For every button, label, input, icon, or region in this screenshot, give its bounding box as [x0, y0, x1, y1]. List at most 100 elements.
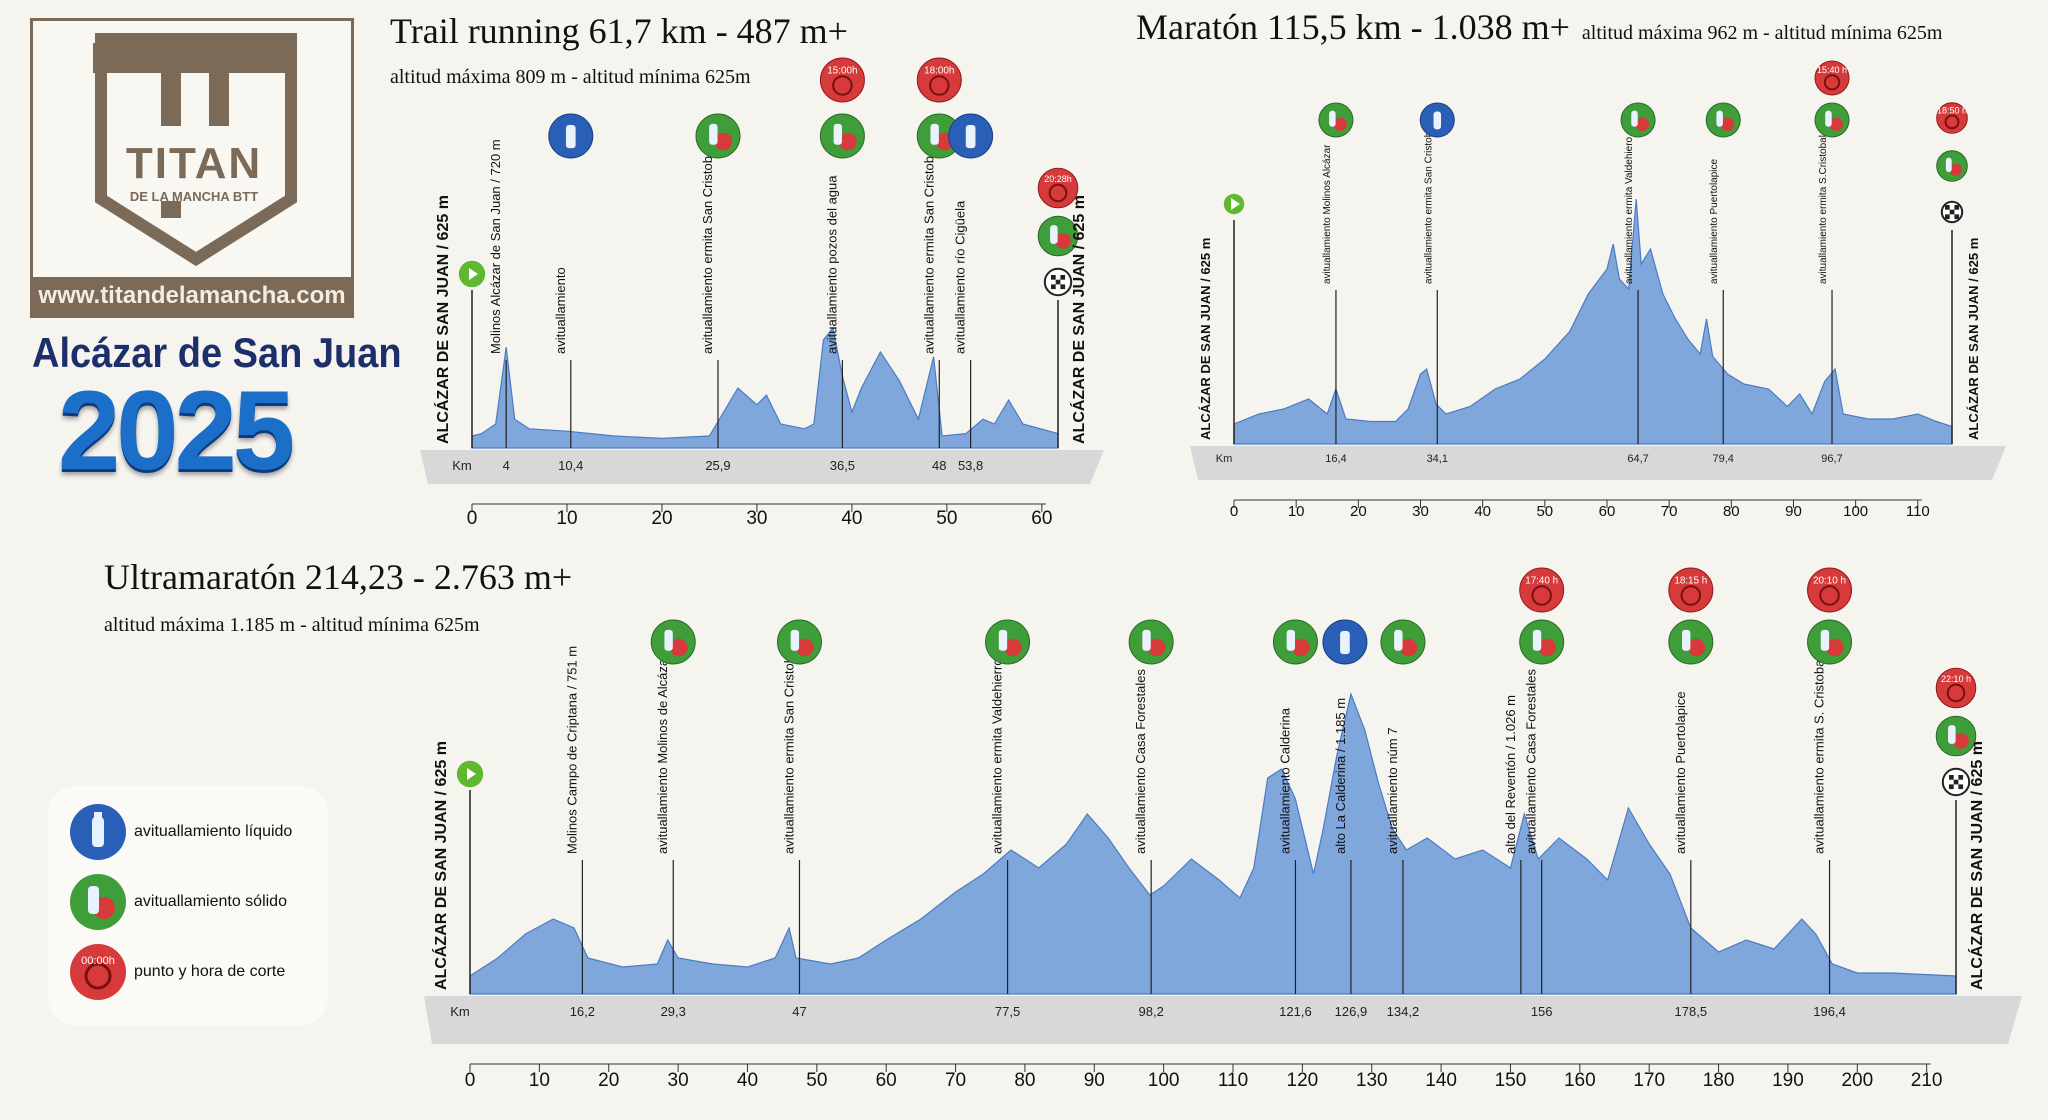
start-label: ALCÁZAR DE SAN JUAN / 625 m [431, 741, 450, 990]
legend-item-liquid: avituallamiento líquido [68, 802, 292, 862]
waypoint-solid-icon [985, 619, 1031, 665]
waypoint-solid-icon [650, 619, 696, 665]
marathon-title: Maratón 115,5 km - 1.038 m+ [1136, 7, 1570, 47]
start-label: ALCÁZAR DE SAN JUAN / 625 m [1198, 238, 1213, 440]
finish-flag-icon [1940, 200, 1964, 224]
km-unit-label: Km [450, 1004, 470, 1019]
waypoint-label: avituallamiento ermita San Cristobal [921, 146, 936, 354]
checker-square [1055, 279, 1061, 285]
waypoint-km-label: 178,5 [1675, 1004, 1708, 1019]
waypoint-liquid-icon [548, 113, 594, 159]
x-tick-label: 60 [1599, 503, 1616, 520]
waypoint-solid-icon [1705, 102, 1741, 138]
x-tick-label: 10 [529, 1070, 550, 1091]
x-tick-label: 70 [945, 1070, 966, 1091]
waypoint-solid-icon [1814, 102, 1850, 138]
checker-square [1060, 275, 1066, 280]
x-tick-label: 60 [876, 1070, 897, 1091]
trail-title: Trail running 61,7 km - 487 m+ [390, 11, 848, 51]
stopwatch-icon [1037, 167, 1079, 209]
waypoint-cut-icon: 15:00h [819, 57, 865, 103]
apple-shape [1538, 638, 1556, 657]
waypoint-km-label: 4 [503, 458, 510, 473]
finish-solid-icon [1037, 215, 1079, 257]
bottle-shape [1329, 110, 1336, 127]
x-tick-label: 180 [1703, 1070, 1735, 1091]
waypoint-label: avituallamiento ermita San Cristobal [1423, 124, 1434, 284]
x-tick-label: 20 [651, 508, 672, 529]
stopwatch-icon [1519, 567, 1565, 613]
km-unit-label: Km [1216, 453, 1233, 465]
waypoint-cut-icon: 18:00h [916, 57, 962, 103]
stopwatch-dial [1048, 183, 1068, 203]
play-triangle [1231, 198, 1240, 210]
marathon-subtitle: altitud máxima 962 m - altitud mínima 62… [1581, 22, 1943, 44]
stopwatch-dial [1531, 585, 1552, 606]
bottle-shape [1825, 110, 1832, 127]
x-tick-label: 50 [806, 1070, 827, 1091]
checker-square [1954, 205, 1960, 210]
x-tick-label: 50 [936, 508, 957, 529]
logo-url[interactable]: www.titandelamancha.com [33, 277, 351, 315]
start-label: ALCÁZAR DE SAN JUAN / 625 m [433, 195, 452, 444]
x-tick-label: 100 [1843, 503, 1868, 520]
checker-square [1060, 284, 1066, 290]
bottle-shape [998, 629, 1008, 651]
x-tick-label: 0 [467, 508, 478, 529]
finish-solid-icon [1936, 150, 1968, 182]
trail-subtitle: altitud máxima 809 m - altitud mínima 62… [390, 66, 751, 88]
x-tick-label: 90 [1084, 1070, 1105, 1091]
checker-square [1945, 205, 1950, 210]
waypoint-label: avituallamiento ermita S.Cristobal [1818, 135, 1829, 284]
waypoint-km-label: 79,4 [1713, 453, 1734, 465]
finish-solid-icon [1935, 715, 1977, 757]
waypoint-km-label: 134,2 [1387, 1004, 1420, 1019]
apple-shape [1953, 733, 1969, 749]
apple-shape [1055, 233, 1071, 249]
waypoint-label: avituallamiento Puertolapice [1673, 691, 1688, 854]
stopwatch-icon [1936, 102, 1968, 134]
waypoint-solid-icon [1380, 619, 1426, 665]
x-tick-label: 160 [1564, 1070, 1596, 1091]
apple-shape [1004, 638, 1022, 657]
x-tick-label: 90 [1785, 503, 1802, 520]
ultra-subtitle: altitud máxima 1.185 m - altitud mínima … [104, 614, 480, 636]
checker-square [1949, 784, 1954, 790]
apple-shape [1687, 638, 1706, 657]
x-tick-label: 140 [1425, 1070, 1457, 1091]
bottle-shape [1340, 631, 1350, 655]
cut-time-label: 20:10 h [1813, 575, 1846, 586]
ultra-title: Ultramaratón 214,23 - 2.763 m+ [104, 557, 573, 597]
waypoint-label: avituallamiento núm 7 [1385, 728, 1400, 854]
elevation-profile-area [471, 326, 1059, 449]
legend-label-cut: punto y hora de corte [134, 963, 286, 980]
checker-square [1949, 209, 1955, 215]
checker-square [1051, 284, 1056, 290]
finish-label: ALCÁZAR DE SAN JUAN / 625 m [1967, 741, 1986, 990]
bottle-shape [1286, 629, 1295, 651]
waypoint-km-label: 156 [1531, 1004, 1553, 1019]
bottle-apple-icon [70, 874, 126, 930]
waypoint-label: Molinos Campo de Criptana / 751 m [564, 646, 579, 854]
stopwatch-dial [1680, 585, 1702, 606]
bottle-shape [1394, 629, 1403, 651]
bottle-shape [1050, 225, 1058, 244]
apple-shape [796, 638, 814, 657]
waypoint-label: alto La Calderina / 1.185 m [1333, 698, 1348, 854]
waypoint-cut-icon: 20:10 h [1807, 567, 1853, 613]
waypoint-label: avituallamiento pozos del agua [824, 175, 839, 354]
waypoint-solid-icon [1318, 102, 1354, 138]
apple-shape [839, 132, 857, 151]
shield-logo-icon [93, 33, 297, 267]
apple-shape [1720, 117, 1735, 132]
waypoint-km-label: 34,1 [1427, 453, 1448, 465]
profile-base-strip [420, 450, 1104, 484]
stopwatch-icon [1668, 567, 1714, 613]
waypoint-km-label: 121,6 [1279, 1004, 1312, 1019]
bottle-shape [1716, 110, 1723, 127]
x-tick-label: 210 [1911, 1070, 1943, 1091]
stopwatch-icon [916, 57, 962, 103]
finish-cut-icon: 22:10 h [1935, 667, 1977, 709]
finish-label: ALCÁZAR DE SAN JUAN / 625 m [1069, 195, 1088, 444]
marathon-title-row: Maratón 115,5 km - 1.038 m+ altitud máxi… [1136, 6, 1942, 48]
